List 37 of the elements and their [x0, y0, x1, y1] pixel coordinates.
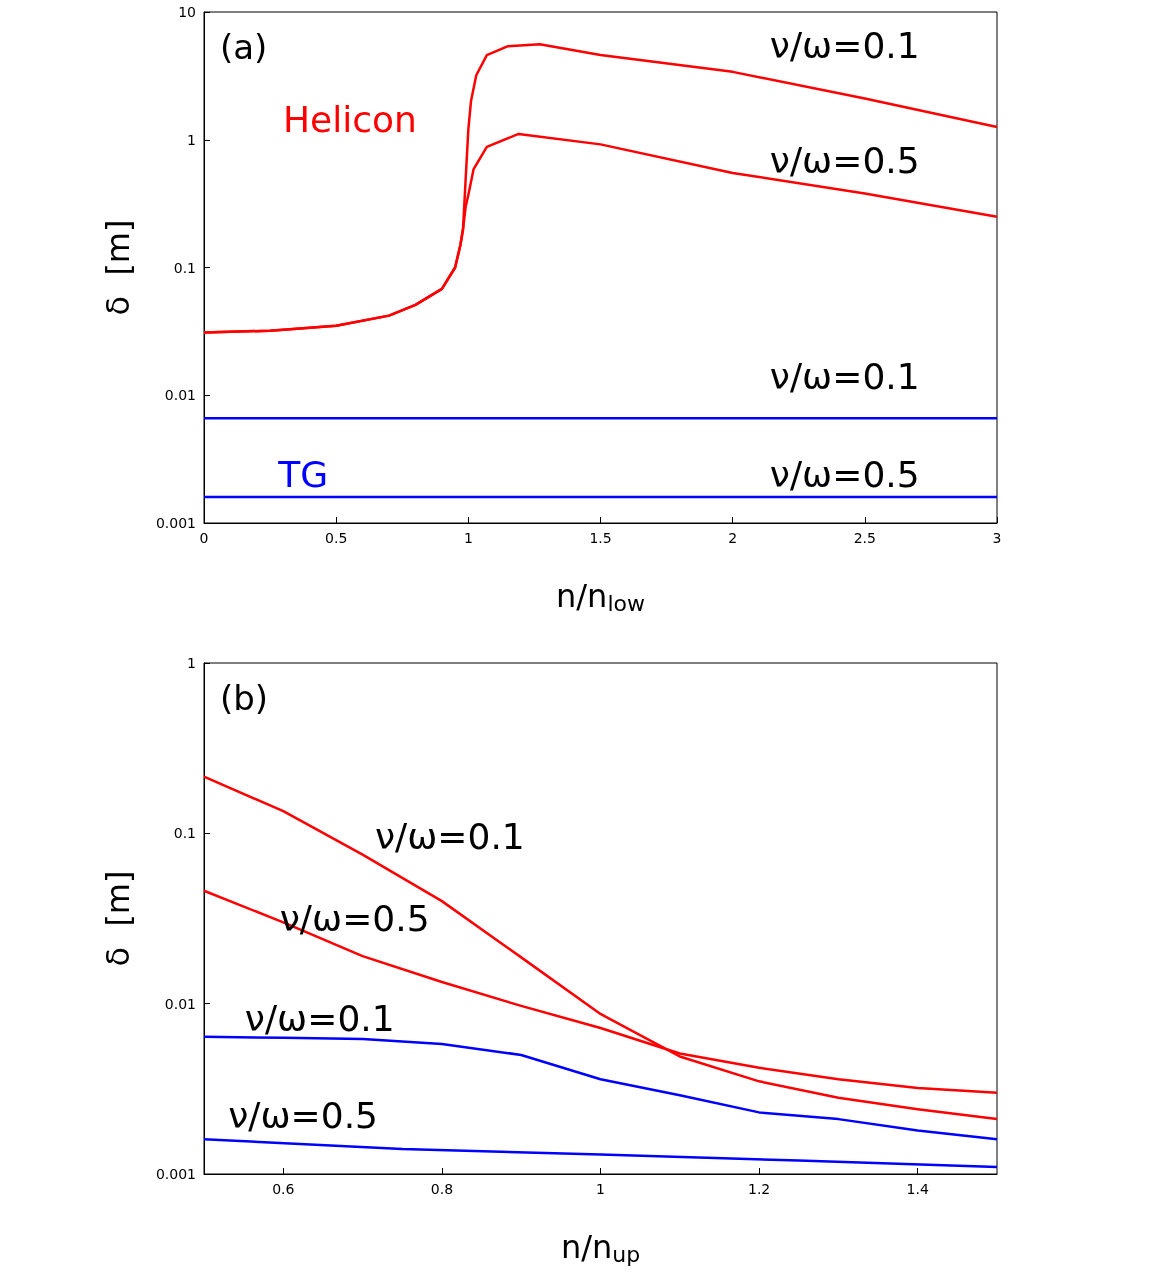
y-tick-label: 0.1	[173, 259, 196, 276]
y-tick-label: 1	[187, 655, 196, 671]
x-tick-label: 0.6	[272, 1181, 295, 1197]
y-tick-label: 0.001	[155, 515, 196, 531]
annotation: TG	[277, 454, 329, 496]
x-tick-label: 1	[463, 530, 473, 546]
text: (a)	[220, 27, 268, 67]
y-tick-label: 10	[178, 4, 196, 20]
annotation: Helicon	[282, 99, 417, 141]
y-tick-label: 0.01	[164, 387, 196, 404]
y-axis-title: δ [m]	[99, 870, 137, 967]
x-axis-title: n/nup	[560, 1228, 641, 1267]
x-tick-label: 0	[199, 530, 209, 546]
text: (b)	[220, 678, 269, 718]
series-label: ν/ω=0.5	[228, 1094, 379, 1136]
series-label: ν/ω=0.5	[769, 139, 920, 181]
series-label: ν/ω=0.1	[769, 356, 920, 398]
y-tick-label: 0.1	[173, 825, 196, 842]
x-tick-label: 2	[728, 530, 738, 546]
y-tick-label: 0.001	[155, 1166, 196, 1182]
x-tick-label: 1	[596, 1181, 605, 1197]
x-axis-title: n/nlow	[556, 577, 645, 616]
series-label: ν/ω=0.1	[244, 997, 395, 1039]
x-tick-label: 0.5	[325, 530, 348, 546]
x-tick-label: 1.2	[747, 1181, 771, 1197]
x-tick-label: 1.5	[589, 530, 612, 546]
x-tick-label: 0.8	[430, 1181, 454, 1197]
series-label: ν/ω=0.1	[374, 816, 525, 858]
x-tick-label: 1.4	[906, 1181, 929, 1197]
x-tick-label: 2.5	[853, 530, 876, 546]
y-tick-label: 1	[187, 131, 196, 148]
series-label: ν/ω=0.1	[769, 24, 920, 66]
x-tick-label: 3	[992, 530, 1002, 546]
series-label: ν/ω=0.5	[279, 898, 430, 939]
y-tick-label: 0.01	[164, 995, 196, 1012]
series-label: ν/ω=0.5	[769, 454, 920, 496]
y-axis-title: δ [m]	[99, 219, 137, 316]
